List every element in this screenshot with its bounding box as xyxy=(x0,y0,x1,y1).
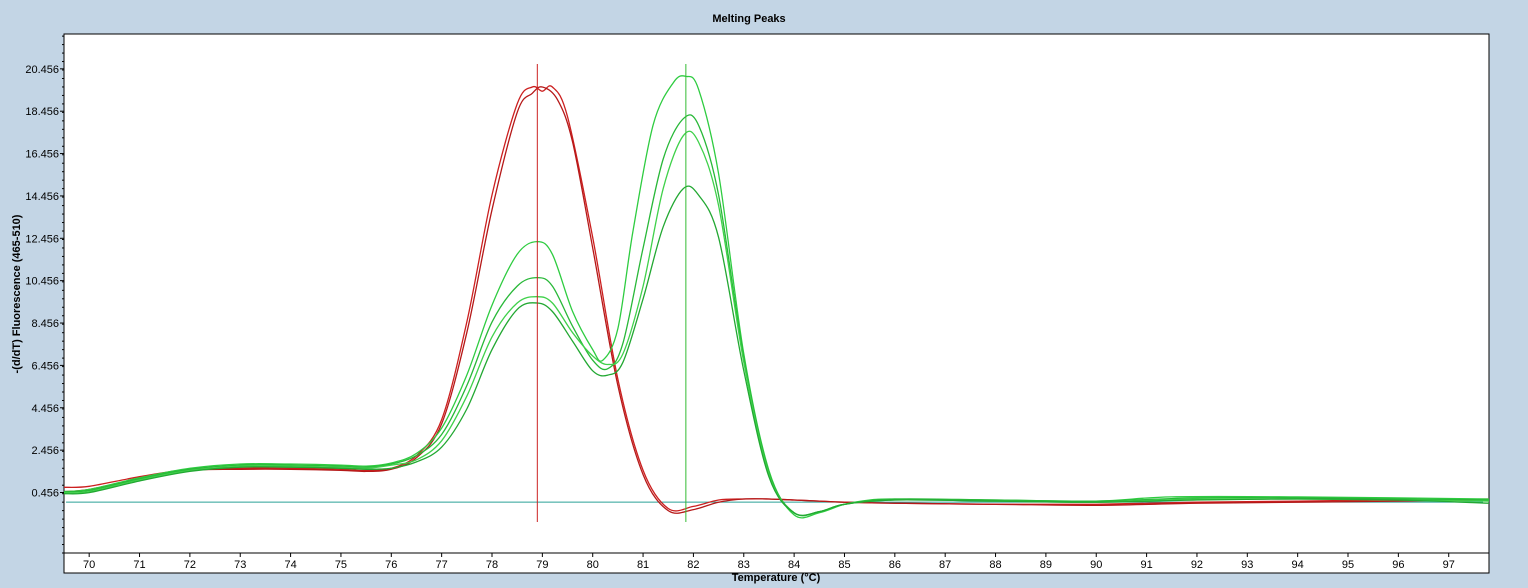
y-tick-label: 20.456 xyxy=(25,64,59,76)
x-tick-label: 82 xyxy=(687,559,699,571)
x-axis: 70 71 72 73 74 75 76 77 78 79 80 81 82 83 84 85 86 87 88 89… xyxy=(83,553,1455,571)
x-tick-label: 75 xyxy=(335,559,347,571)
series-line-2 xyxy=(63,86,1490,514)
y-tick-label: 6.456 xyxy=(31,360,59,372)
series-line-4 xyxy=(63,114,1490,517)
x-tick-label: 97 xyxy=(1443,559,1455,571)
x-tick-label: 78 xyxy=(486,559,498,571)
x-tick-label: 70 xyxy=(83,559,95,571)
x-tick-label: 79 xyxy=(536,559,548,571)
y-tick-label: 8.456 xyxy=(31,318,59,330)
x-tick-label: 96 xyxy=(1392,559,1404,571)
y-tick-label: 18.456 xyxy=(25,106,59,118)
series-layer xyxy=(63,75,1490,519)
y-tick-label: 4.456 xyxy=(31,403,59,415)
x-tick-label: 85 xyxy=(838,559,850,571)
x-tick-label: 81 xyxy=(637,559,649,571)
x-tick-label: 94 xyxy=(1292,559,1304,571)
x-tick-label: 89 xyxy=(1040,559,1052,571)
x-tick-label: 77 xyxy=(436,559,448,571)
y-tick-label: 16.456 xyxy=(25,149,59,161)
x-tick-label: 71 xyxy=(133,559,145,571)
x-tick-label: 73 xyxy=(234,559,246,571)
y-tick-label: 10.456 xyxy=(25,276,59,288)
plot-area xyxy=(63,33,1490,554)
x-tick-label: 76 xyxy=(385,559,397,571)
y-tick-label: 12.456 xyxy=(25,233,59,245)
x-tick-label: 84 xyxy=(788,559,800,571)
x-tick-label: 91 xyxy=(1140,559,1152,571)
x-tick-label: 74 xyxy=(284,559,296,571)
x-tick-label: 88 xyxy=(989,559,1001,571)
x-tick-label: 80 xyxy=(587,559,599,571)
x-tick-label: 87 xyxy=(939,559,951,571)
x-tick-label: 83 xyxy=(738,559,750,571)
y-axis: 0.456 2.456 4.456 6.456 8.456 10.456 12.456 14.… xyxy=(25,35,64,554)
x-tick-label: 93 xyxy=(1241,559,1253,571)
x-tick-label: 92 xyxy=(1191,559,1203,571)
marker-layer xyxy=(536,64,687,522)
x-axis-strip xyxy=(63,552,1490,574)
series-line-6 xyxy=(63,185,1490,517)
y-tick-label: 14.456 xyxy=(25,191,59,203)
y-axis-label: -(d/dT) Fluorescence (465-510) xyxy=(11,214,23,373)
y-tick-label: 2.456 xyxy=(31,445,59,457)
x-tick-label: 95 xyxy=(1342,559,1354,571)
chart-title: Melting Peaks xyxy=(712,13,785,25)
y-tick-label: 0.456 xyxy=(31,487,59,499)
x-tick-label: 90 xyxy=(1090,559,1102,571)
x-axis-label: Temperature (°C) xyxy=(732,572,821,584)
x-tick-label: 72 xyxy=(184,559,196,571)
x-tick-label: 86 xyxy=(889,559,901,571)
